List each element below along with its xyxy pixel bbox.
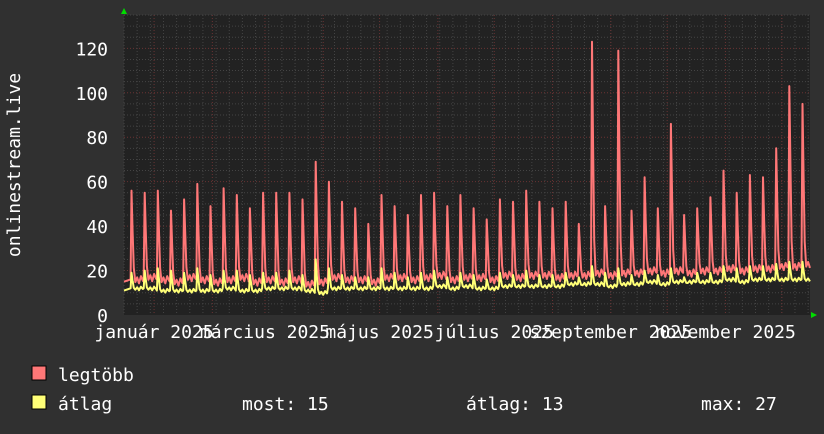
y-tick-label: 100: [75, 84, 108, 105]
y-tick-label: 60: [86, 173, 108, 194]
grid: [123, 14, 810, 315]
legend-mean-value: átlag: 13: [466, 394, 564, 415]
x-tick-label: július 2025: [435, 322, 554, 343]
y-tick-label: 80: [86, 128, 108, 149]
y-axis-label: onlinestream.live: [4, 73, 25, 257]
x-tick-label: május 2025: [325, 322, 433, 343]
y-tick-label: 120: [75, 39, 108, 60]
legend-swatch-max: [31, 365, 47, 381]
series-line-avg: [123, 258, 811, 296]
y-axis-arrow-icon: [121, 8, 127, 14]
y-tick-label: 20: [86, 262, 108, 283]
y-tick-label: 0: [97, 306, 108, 327]
legend-label-avg: átlag: [58, 394, 112, 415]
legend-label-max: legtöbb: [58, 365, 134, 386]
y-axis-ticks: 0 20 40 60 80 100 120: [75, 39, 108, 327]
x-tick-label: szeptember 2025: [529, 322, 692, 343]
x-tick-label: január 2025: [94, 322, 213, 343]
legend-now-value: most: 15: [242, 394, 329, 415]
legend-swatch-avg: [31, 394, 47, 410]
x-tick-label: március 2025: [200, 322, 330, 343]
x-tick-label: november 2025: [655, 322, 796, 343]
y-tick-label: 40: [86, 217, 108, 238]
legend-max-value: max: 27: [701, 394, 777, 415]
series-lines: [123, 40, 811, 296]
series-line-max: [123, 40, 811, 289]
x-axis-arrow-icon: [811, 312, 817, 318]
